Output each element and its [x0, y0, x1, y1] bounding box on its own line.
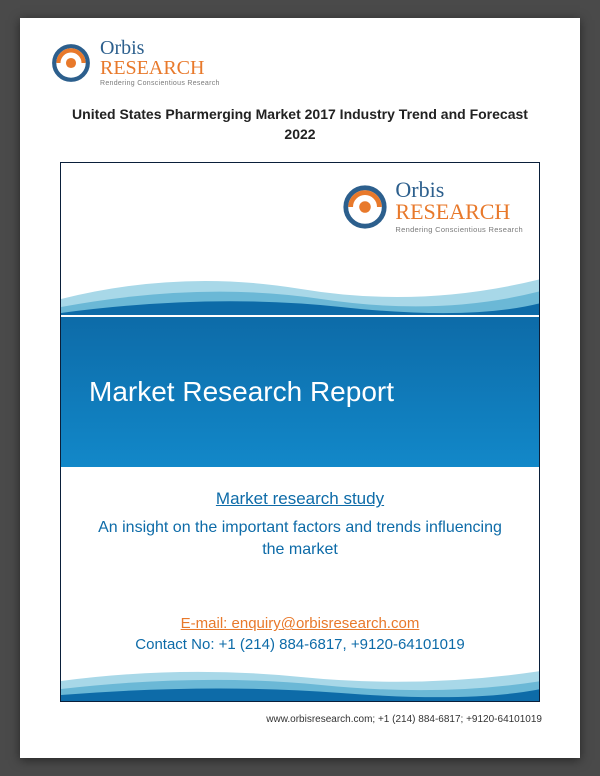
logo-tagline: Rendering Conscientious Research	[395, 225, 523, 234]
bottom-wave-decoration	[61, 663, 540, 701]
logo-text-wrap: Orbis RESEARCH Rendering Conscientious R…	[395, 179, 523, 234]
main-title-band: Market Research Report	[61, 317, 539, 467]
orbis-logo-icon	[50, 42, 92, 84]
footer-contact: www.orbisresearch.com; +1 (214) 884-6817…	[50, 714, 550, 725]
study-subheading: An insight on the important factors and …	[85, 517, 515, 560]
report-main-title: Market Research Report	[89, 376, 394, 408]
orbis-logo-icon	[341, 183, 389, 231]
email-label: E-mail:	[181, 615, 232, 632]
study-section: Market research study An insight on the …	[61, 489, 539, 560]
logo-text-wrap: Orbis RESEARCH Rendering Conscientious R…	[100, 38, 220, 87]
email-line: E-mail: enquiry@orbisresearch.com	[61, 615, 539, 632]
brand-part2: RESEARCH	[395, 199, 510, 224]
logo-brand: Orbis RESEARCH	[395, 179, 523, 223]
email-value: enquiry@orbisresearch.com	[232, 615, 420, 632]
cover-logo-block: Orbis RESEARCH Rendering Conscientious R…	[341, 179, 523, 234]
page-title: United States Pharmerging Market 2017 In…	[50, 105, 550, 144]
logo-tagline: Rendering Conscientious Research	[100, 80, 220, 87]
phone-label: Contact No:	[135, 636, 218, 653]
brand-part2: RESEARCH	[100, 57, 204, 79]
phone-value: +1 (214) 884-6817, +9120-64101019	[219, 636, 465, 653]
brand-part1: Orbis	[100, 37, 144, 59]
top-wave-decoration	[61, 259, 540, 315]
logo-brand: Orbis RESEARCH	[100, 38, 220, 78]
study-heading: Market research study	[85, 489, 515, 509]
contact-section: E-mail: enquiry@orbisresearch.com Contac…	[61, 615, 539, 653]
header-logo-block: Orbis RESEARCH Rendering Conscientious R…	[50, 38, 550, 87]
document-page: Orbis RESEARCH Rendering Conscientious R…	[20, 18, 580, 758]
phone-line: Contact No: +1 (214) 884-6817, +9120-641…	[61, 636, 539, 653]
report-cover: Orbis RESEARCH Rendering Conscientious R…	[60, 162, 540, 702]
